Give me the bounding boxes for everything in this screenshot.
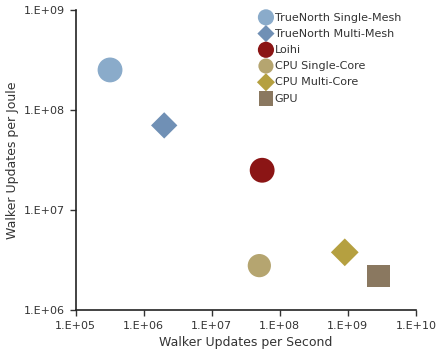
X-axis label: Walker Updates per Second: Walker Updates per Second: [159, 337, 332, 349]
CPU Single-Core: [256, 263, 263, 268]
Y-axis label: Walker Updates per Joule: Walker Updates per Joule: [6, 81, 19, 239]
TrueNorth Single-Mesh: [107, 67, 114, 73]
Loihi: [259, 168, 266, 173]
Legend: TrueNorth Single-Mesh, TrueNorth Multi-Mesh, Loihi, CPU Single-Core, CPU Multi-C: TrueNorth Single-Mesh, TrueNorth Multi-M…: [258, 9, 404, 107]
CPU Multi-Core: [341, 250, 348, 255]
GPU: [375, 273, 382, 279]
TrueNorth Multi-Mesh: [160, 122, 168, 128]
